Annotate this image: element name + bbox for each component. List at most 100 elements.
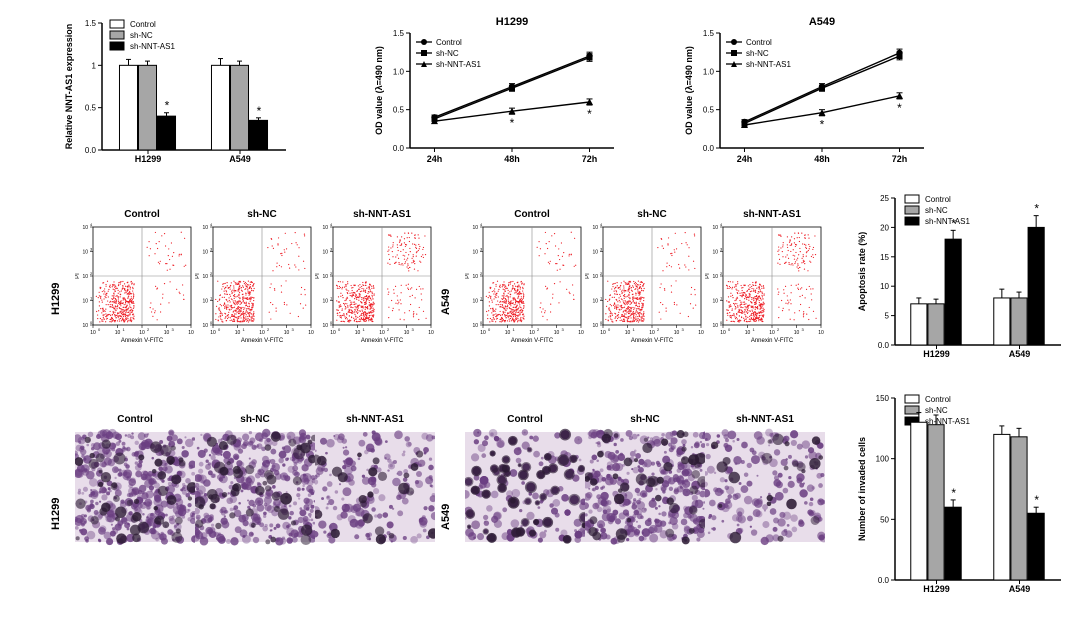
svg-text:4: 4 xyxy=(90,222,93,227)
svg-text:1: 1 xyxy=(720,296,723,301)
svg-text:1: 1 xyxy=(753,327,756,332)
svg-text:0: 0 xyxy=(90,320,93,325)
svg-text:15: 15 xyxy=(880,253,889,262)
svg-text:OD value (λ=490 nm): OD value (λ=490 nm) xyxy=(684,46,694,135)
svg-text:3: 3 xyxy=(330,247,333,252)
row2: H1299 A549 Control1001001011011021021031… xyxy=(0,185,1080,365)
svg-text:1: 1 xyxy=(90,296,93,301)
svg-text:10: 10 xyxy=(472,299,478,305)
svg-text:10: 10 xyxy=(139,330,145,336)
svg-text:10: 10 xyxy=(794,330,800,336)
svg-text:1: 1 xyxy=(480,296,483,301)
svg-text:10: 10 xyxy=(578,330,584,336)
svg-text:sh-NNT-AS1: sh-NNT-AS1 xyxy=(925,217,970,226)
svg-text:10: 10 xyxy=(235,330,241,336)
svg-text:1.0: 1.0 xyxy=(703,67,715,76)
svg-text:sh-NC: sh-NC xyxy=(746,49,769,58)
svg-text:3: 3 xyxy=(90,247,93,252)
svg-text:10: 10 xyxy=(712,225,718,231)
svg-text:10: 10 xyxy=(379,330,385,336)
svg-text:10: 10 xyxy=(82,323,88,329)
svg-text:PI: PI xyxy=(315,273,321,279)
svg-text:1: 1 xyxy=(92,61,97,70)
svg-text:PI: PI xyxy=(195,273,201,279)
svg-text:0.0: 0.0 xyxy=(878,341,890,350)
svg-text:Control: Control xyxy=(746,38,772,47)
row1-barchart: Controlsh-NCsh-NNT-AS10.00.511.5Relative… xyxy=(60,15,290,170)
svg-text:A549: A549 xyxy=(229,154,251,164)
svg-text:4: 4 xyxy=(210,222,213,227)
svg-text:H1299: H1299 xyxy=(135,154,162,164)
svg-text:sh-NNT-AS1: sh-NNT-AS1 xyxy=(353,209,411,220)
svg-text:A549: A549 xyxy=(1009,349,1031,359)
svg-text:10: 10 xyxy=(472,250,478,256)
inv-a549-shnnt: sh-NNT-AS1 xyxy=(705,410,825,560)
svg-text:2: 2 xyxy=(387,327,390,332)
svg-text:0: 0 xyxy=(338,327,341,332)
svg-text:Relative NNT-AS1 expression: Relative NNT-AS1 expression xyxy=(64,24,74,150)
svg-text:Annexin V-FITC: Annexin V-FITC xyxy=(751,338,794,344)
row1-line-a549: A5490.00.51.01.5OD value (λ=490 nm)24h48… xyxy=(680,15,930,170)
svg-text:3: 3 xyxy=(720,247,723,252)
svg-text:3: 3 xyxy=(210,247,213,252)
svg-text:2: 2 xyxy=(600,271,603,276)
svg-text:*: * xyxy=(897,101,902,115)
svg-text:1.5: 1.5 xyxy=(703,29,715,38)
svg-text:10: 10 xyxy=(818,330,824,336)
svg-text:PI: PI xyxy=(705,273,711,279)
svg-text:Control: Control xyxy=(507,414,543,425)
svg-text:sh-NC: sh-NC xyxy=(637,209,666,220)
svg-text:3: 3 xyxy=(682,327,685,332)
svg-text:2: 2 xyxy=(330,271,333,276)
svg-text:0: 0 xyxy=(608,327,611,332)
svg-text:10: 10 xyxy=(284,330,290,336)
svg-text:10: 10 xyxy=(322,299,328,305)
svg-text:*: * xyxy=(820,118,825,132)
flow-h1299-shnnt: sh-NNT-AS1100100101101102102103103104104… xyxy=(315,205,435,345)
svg-text:10: 10 xyxy=(505,330,511,336)
svg-text:10: 10 xyxy=(164,330,170,336)
svg-text:H1299: H1299 xyxy=(496,16,528,28)
svg-text:10: 10 xyxy=(625,330,631,336)
svg-text:2: 2 xyxy=(147,327,150,332)
svg-text:10: 10 xyxy=(592,299,598,305)
svg-text:10: 10 xyxy=(472,323,478,329)
row3: H1299 A549 Control sh-NC sh-NNT-AS1 Cont… xyxy=(0,385,1080,610)
svg-text:0: 0 xyxy=(728,327,731,332)
row1-line-h1299: H12990.00.51.01.5OD value (λ=490 nm)24h4… xyxy=(370,15,620,170)
svg-text:Annexin V-FITC: Annexin V-FITC xyxy=(631,338,674,344)
svg-text:10: 10 xyxy=(82,225,88,231)
svg-text:Control: Control xyxy=(130,20,156,29)
svg-text:sh-NNT-AS1: sh-NNT-AS1 xyxy=(130,42,175,51)
flow-a549-control: Control100100101101102102103103104104Ann… xyxy=(465,205,585,345)
svg-text:sh-NNT-AS1: sh-NNT-AS1 xyxy=(436,60,481,69)
svg-text:10: 10 xyxy=(202,299,208,305)
svg-text:72h: 72h xyxy=(582,154,598,164)
svg-text:10: 10 xyxy=(202,274,208,280)
inv-h1299-control: Control xyxy=(75,410,195,560)
svg-text:Control: Control xyxy=(514,209,550,220)
svg-text:10: 10 xyxy=(472,225,478,231)
svg-text:10: 10 xyxy=(90,330,96,336)
svg-text:0.5: 0.5 xyxy=(85,104,97,113)
svg-text:10: 10 xyxy=(745,330,751,336)
svg-text:72h: 72h xyxy=(892,154,908,164)
svg-text:1.5: 1.5 xyxy=(393,29,405,38)
svg-text:10: 10 xyxy=(330,330,336,336)
svg-text:4: 4 xyxy=(600,222,603,227)
svg-text:4: 4 xyxy=(330,222,333,227)
svg-text:Control: Control xyxy=(925,195,951,204)
svg-text:0.5: 0.5 xyxy=(703,106,715,115)
svg-text:10: 10 xyxy=(322,323,328,329)
svg-text:10: 10 xyxy=(529,330,535,336)
svg-text:48h: 48h xyxy=(814,154,830,164)
svg-text:0: 0 xyxy=(720,320,723,325)
svg-text:10: 10 xyxy=(322,225,328,231)
svg-text:10: 10 xyxy=(82,250,88,256)
svg-text:sh-NC: sh-NC xyxy=(130,31,153,40)
svg-text:10: 10 xyxy=(600,330,606,336)
svg-text:10: 10 xyxy=(115,330,121,336)
svg-text:2: 2 xyxy=(657,327,660,332)
svg-text:10: 10 xyxy=(592,225,598,231)
svg-text:0.0: 0.0 xyxy=(393,144,405,153)
